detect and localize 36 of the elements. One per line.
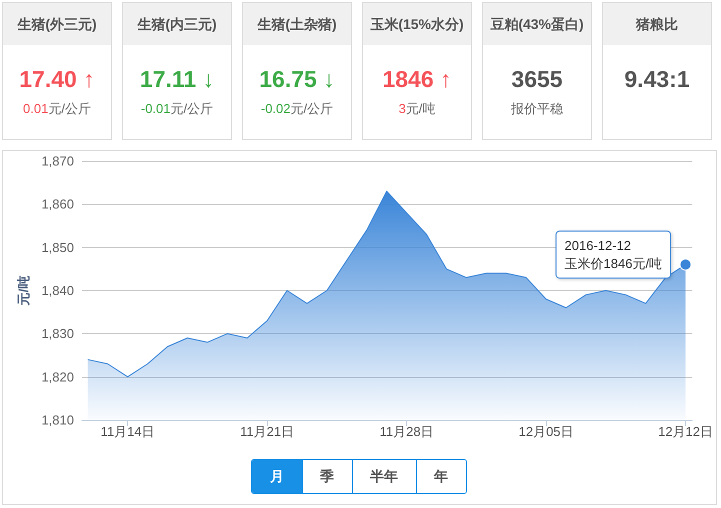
text: 报价平稳 [511,101,563,116]
text: 0.01元/公斤 [23,101,91,116]
text: 猪粮比 [636,16,678,32]
x-tick-label: 12月12日 [658,424,713,439]
x-tick-label: 11月28日 [380,424,434,439]
text: 生猪(土杂猪) [257,16,337,32]
y-tick-label: 1,870 [41,154,74,168]
text: -0.01元/公斤 [140,101,214,116]
category-label: 月 [270,468,284,484]
category-label: 季 [320,468,334,484]
text: 生猪(外三元) [17,16,97,32]
y-tick-label: 1,810 [41,412,74,428]
data-label: 17.11 ↓ [140,66,214,92]
period-button[interactable]: 年 [416,460,466,493]
y-axis-title: 元/吨 [16,276,31,306]
text: 生猪(内三元) [137,16,217,32]
x-tick-label: 11月21日 [240,424,294,439]
text: -0.02元/公斤 [260,101,334,116]
data-label: 3655 [511,66,563,92]
x-tick-label: 12月05日 [518,424,574,439]
data-label: 9.43:1 [624,66,690,92]
y-tick-label: 1,840 [41,283,74,298]
text: 豆粕(43%蛋白) [490,16,584,32]
data-label: 16.75 ↓ [259,66,335,92]
data-label: 1846 ↑ [382,66,452,92]
y-tick-label: 1,830 [41,326,74,342]
y-tick-label: 1,850 [41,240,74,255]
category-label: 半年 [370,468,398,484]
text: 3元/吨 [398,101,436,116]
y-tick-label: 1,820 [41,369,74,384]
data-label: 17.40 ↑ [19,66,95,92]
y-tick-label: 1,860 [41,196,74,212]
annotation: 2016-12-12 玉米价1846元/吨 [564,238,662,272]
text: 玉米(15%水分) [370,16,464,32]
category-label: 年 [434,468,448,484]
x-tick-label: 11月14日 [100,424,155,439]
